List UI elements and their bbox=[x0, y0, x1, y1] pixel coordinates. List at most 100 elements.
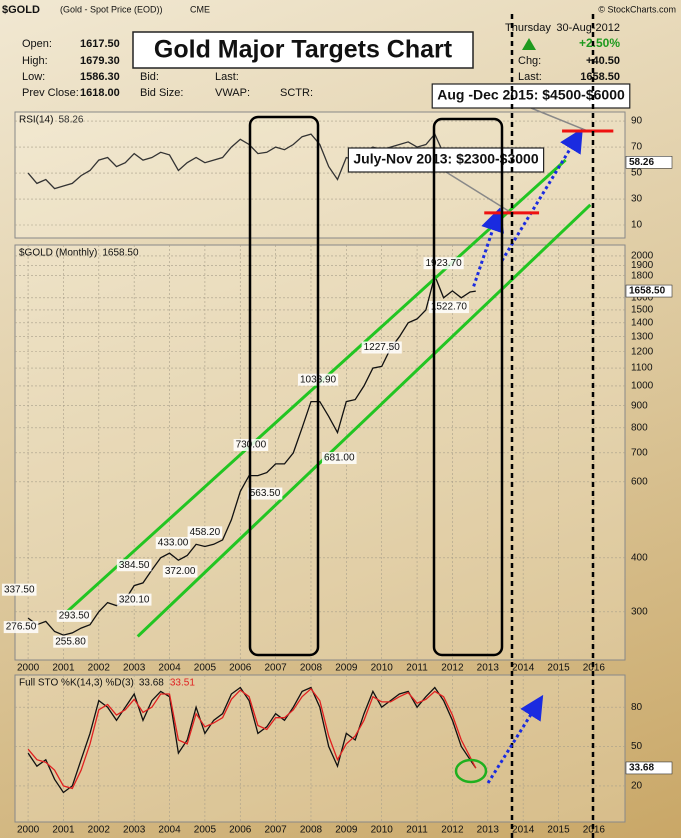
y-tick-label: 1900 bbox=[631, 260, 654, 271]
x-tick-label: 2002 bbox=[88, 663, 111, 674]
y-tick-label: 30 bbox=[631, 194, 643, 205]
label: Bid Size: bbox=[140, 87, 183, 99]
y-tick-label: 1000 bbox=[631, 381, 654, 392]
chart-title: Gold Major Targets Chart bbox=[154, 36, 453, 64]
price-label-bg bbox=[155, 536, 191, 549]
credit: © StockCharts.com bbox=[598, 4, 676, 14]
y-tick-label: 50 bbox=[631, 168, 643, 179]
panel-value: 33.68 bbox=[139, 678, 164, 689]
value: 1658.50 bbox=[580, 71, 620, 83]
x-tick-label: 2000 bbox=[17, 663, 40, 674]
y-tick-label: 80 bbox=[631, 702, 643, 713]
x-tick-label: 2007 bbox=[264, 663, 287, 674]
price-label: 1923.70 bbox=[426, 258, 463, 269]
label: VWAP: bbox=[215, 87, 250, 99]
price-label: 337.50 bbox=[4, 584, 35, 595]
value-tag bbox=[625, 761, 673, 775]
price-label: 255.80 bbox=[55, 636, 86, 647]
highlight-box bbox=[432, 117, 504, 657]
y-tick-label: 900 bbox=[631, 400, 648, 411]
x-tick-label: 2001 bbox=[52, 663, 75, 674]
title-box bbox=[132, 31, 474, 69]
plot-area: 10 30 50 70 90 RSI(14) 58.26 58.26 300 400 600 700 8… bbox=[1, 83, 673, 836]
x-tick-label: 2012 bbox=[441, 825, 464, 836]
y-tick-label: 1300 bbox=[631, 331, 654, 342]
x-tick-label: 2008 bbox=[300, 825, 323, 836]
exchange: CME bbox=[190, 4, 210, 14]
value-tag-label: 1658.50 bbox=[629, 286, 666, 297]
price-label-bg bbox=[116, 593, 152, 606]
value: +40.50 bbox=[586, 55, 620, 67]
x-tick-label: 2011 bbox=[406, 825, 428, 836]
trend-line bbox=[136, 203, 592, 638]
panel-value: 58.26 bbox=[58, 115, 83, 126]
projection-arrow bbox=[500, 127, 583, 262]
change-pct: +2.50% bbox=[579, 36, 620, 50]
date: 30-Aug-2012 bbox=[556, 22, 620, 34]
x-tick-label: 2007 bbox=[264, 825, 287, 836]
price-label: 276.50 bbox=[6, 622, 37, 633]
series-line bbox=[27, 687, 477, 790]
y-tick-label: 700 bbox=[631, 447, 648, 458]
price-label-bg bbox=[162, 565, 198, 578]
label: High: bbox=[22, 55, 48, 67]
price-label-bg bbox=[187, 526, 223, 539]
label: Open: bbox=[22, 38, 52, 50]
highlight-oval bbox=[454, 758, 488, 784]
price-label-bg bbox=[428, 301, 469, 314]
y-tick-label: 20 bbox=[631, 781, 643, 792]
target-box bbox=[431, 83, 631, 109]
value-tag bbox=[625, 284, 673, 298]
x-tick-label: 2014 bbox=[512, 825, 535, 836]
x-tick-label: 2015 bbox=[547, 825, 570, 836]
x-tick-label: 2014 bbox=[512, 663, 535, 674]
x-tick-label: 2005 bbox=[194, 663, 217, 674]
projection-arrow bbox=[472, 207, 505, 287]
value-tag-label: 58.26 bbox=[629, 157, 654, 168]
panel-frame bbox=[14, 111, 626, 239]
price-label: 1227.50 bbox=[364, 342, 401, 353]
y-tick-label: 10 bbox=[631, 220, 643, 231]
x-tick-label: 2010 bbox=[371, 825, 394, 836]
x-tick-label: 2004 bbox=[158, 663, 181, 674]
x-tick-label: 2009 bbox=[335, 663, 358, 674]
price-label: 320.10 bbox=[119, 594, 150, 605]
panel-frame bbox=[14, 674, 626, 823]
y-tick-label: 800 bbox=[631, 422, 648, 433]
target-label: Aug -Dec 2015: $4500-$6000 bbox=[437, 87, 625, 103]
x-tick-label: 2010 bbox=[371, 663, 394, 674]
panel-label: $GOLD (Monthly) bbox=[19, 248, 97, 259]
symbol: $GOLD bbox=[2, 4, 40, 16]
x-tick-label: 2013 bbox=[477, 663, 500, 674]
y-tick-label: 1100 bbox=[631, 363, 653, 374]
x-tick-label: 2015 bbox=[547, 663, 570, 674]
series-line bbox=[27, 686, 477, 794]
price-label: 433.00 bbox=[158, 538, 189, 549]
panel-label: Full STO %K(14,3) %D(3) bbox=[19, 678, 134, 689]
y-tick-label: 1200 bbox=[631, 346, 654, 357]
label: Chg: bbox=[518, 55, 541, 67]
price-label: 681.00 bbox=[324, 453, 355, 464]
y-tick-label: 400 bbox=[631, 552, 648, 563]
label: Last: bbox=[518, 71, 542, 83]
up-icon bbox=[522, 38, 536, 50]
label: Bid: bbox=[140, 71, 159, 83]
price-label-bg bbox=[3, 621, 39, 634]
weekday: Thursday bbox=[505, 22, 551, 34]
x-tick-label: 2012 bbox=[441, 663, 464, 674]
y-tick-label: 1600 bbox=[631, 292, 654, 303]
x-tick-label: 2000 bbox=[17, 825, 40, 836]
highlight-box bbox=[248, 115, 320, 657]
value: 1679.30 bbox=[80, 55, 120, 67]
value: 1586.30 bbox=[80, 71, 120, 83]
price-label: 563.50 bbox=[250, 488, 281, 499]
x-tick-label: 2004 bbox=[158, 825, 181, 836]
value-tag-label: 33.68 bbox=[629, 763, 654, 774]
x-tick-label: 2016 bbox=[583, 825, 606, 836]
value: 1617.50 bbox=[80, 38, 120, 50]
x-tick-label: 2003 bbox=[123, 663, 146, 674]
panel-label: RSI(14) bbox=[19, 115, 53, 126]
label: Last: bbox=[215, 71, 239, 83]
x-tick-label: 2006 bbox=[229, 663, 252, 674]
y-tick-label: 600 bbox=[631, 476, 648, 487]
